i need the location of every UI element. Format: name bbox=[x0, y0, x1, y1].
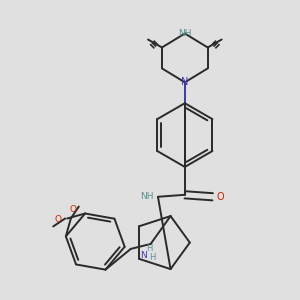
Text: H: H bbox=[149, 254, 155, 262]
Text: O: O bbox=[55, 215, 62, 224]
Text: NH: NH bbox=[178, 29, 192, 38]
Text: O: O bbox=[217, 192, 224, 202]
Text: H: H bbox=[146, 244, 152, 253]
Text: NH: NH bbox=[140, 192, 154, 201]
Text: N: N bbox=[140, 251, 147, 260]
Text: O: O bbox=[69, 205, 76, 214]
Text: N: N bbox=[181, 77, 188, 87]
